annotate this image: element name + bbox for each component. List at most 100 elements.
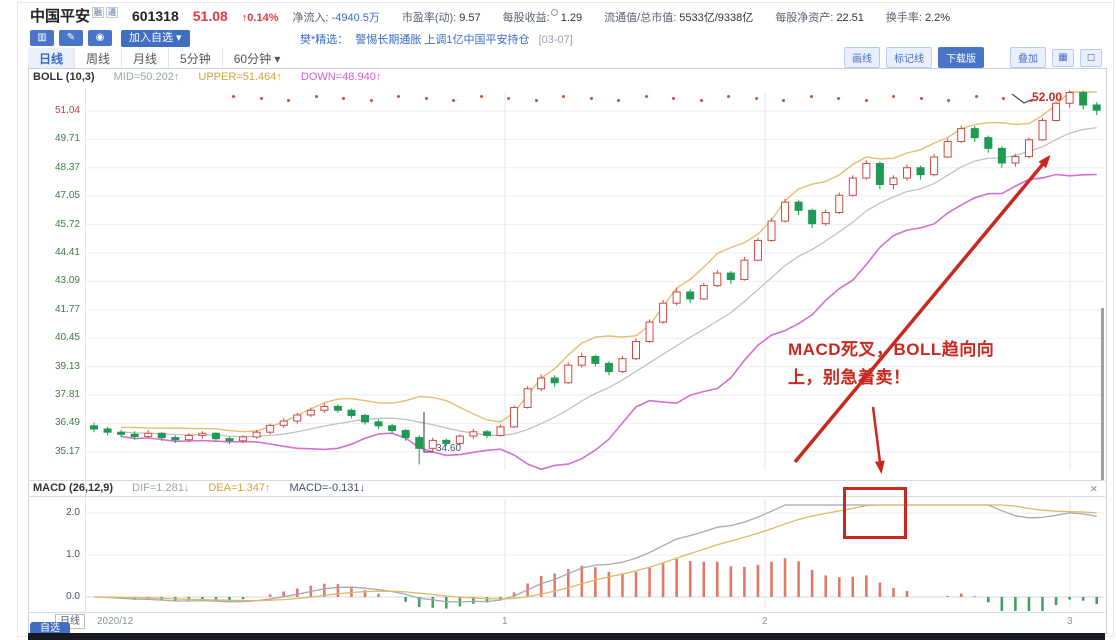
stat-item: 每股收益: 1.29 [503, 9, 582, 25]
event-marker-icon[interactable] [864, 99, 868, 102]
event-marker-icon[interactable] [974, 95, 978, 98]
macd-y-axis-label: 0.0 [66, 591, 80, 602]
event-marker-icon[interactable] [754, 97, 758, 100]
stock-header: 中国平安融通 601318 51.08 ↑0.14% 净流入: -4940.5万 市… [30, 5, 1105, 25]
fullscreen-icon[interactable]: ◻ [1080, 48, 1102, 67]
event-marker-icon[interactable] [534, 99, 538, 102]
draw-icon[interactable]: ✎ [59, 30, 83, 46]
tab-月线[interactable]: 月线 [121, 48, 168, 69]
macd-indicator-bar[interactable]: MACD (26,12,9) DIF=1.281↓ DEA=1.347↑ MAC… [33, 482, 365, 494]
boll-name: BOLL (10,3) [33, 71, 95, 83]
button-标记线[interactable]: 标记线 [886, 47, 932, 68]
event-marker-icon[interactable] [342, 97, 345, 100]
macd-dif-value: DIF=1.281↓ [132, 482, 190, 494]
macd-highlight-box [843, 487, 907, 539]
macd-name: MACD (26,12,9) [33, 482, 114, 494]
button-叠加[interactable]: 叠加 [1010, 47, 1046, 68]
candles-layer [90, 90, 1101, 465]
divider-main-macd [28, 480, 1105, 481]
info-sup-icon [550, 9, 558, 17]
chart-toolbar: ▥ ✎ ◉ 加入自选 ▾ [30, 29, 190, 47]
stat-item: 市盈率(动): 9.57 [402, 9, 481, 25]
event-marker-icon[interactable] [617, 99, 620, 102]
macd-dea-value: DEA=1.347↑ [208, 482, 271, 494]
news-ticker[interactable]: 樊*精选： 警惕长期通胀 上调1亿中国平安持仓 [03-07] [300, 31, 573, 47]
event-marker-icon[interactable] [287, 99, 290, 102]
stat-value: 2.2% [924, 12, 951, 24]
y-axis-label: 40.45 [54, 332, 80, 344]
stat-value: 9.57 [459, 12, 481, 24]
event-marker-icon[interactable] [699, 99, 703, 102]
price-change-percent: ↑0.14% [241, 12, 279, 24]
event-marker-icon[interactable] [589, 97, 593, 100]
stat-label: 市盈率(动): [401, 12, 457, 24]
event-marker-icon[interactable] [892, 95, 895, 98]
stat-label: 换手率: [885, 12, 922, 24]
event-marker-icon[interactable] [837, 97, 840, 100]
compare-kline-icon[interactable]: ▥ [30, 30, 54, 46]
event-marker-icon[interactable] [424, 97, 428, 100]
main-candle-chart[interactable] [86, 88, 1104, 478]
tab-周线[interactable]: 周线 [74, 48, 121, 69]
boll-indicator-bar[interactable]: BOLL (10,3) MID=50.202↑ UPPER=51.464↑ DO… [33, 71, 381, 83]
x-axis-start-date: 2020/12 [97, 616, 134, 627]
button-下载版[interactable]: 下载版 [938, 47, 984, 68]
tab-5分钟[interactable]: 5分钟 [168, 48, 222, 69]
macd-y-axis-label: 2.0 [66, 507, 80, 518]
event-marker-icon[interactable] [947, 99, 950, 102]
tab-日线[interactable]: 日线 [28, 48, 75, 69]
stat-label: 流通值/总市值: [604, 12, 677, 24]
event-marker-icon[interactable] [727, 95, 730, 98]
y-axis-label: 41.77 [54, 303, 80, 315]
close-icon[interactable]: × [1090, 481, 1098, 496]
event-marker-icon[interactable] [562, 95, 565, 98]
stat-item: 换手率: 2.2% [886, 9, 950, 25]
event-marker-icon[interactable] [232, 95, 235, 98]
x-axis-month-label: 1 [502, 616, 508, 627]
event-marker-icon[interactable] [782, 99, 785, 102]
screenshot-icon[interactable]: ◉ [88, 30, 112, 46]
chart-tool-buttons: 画线 标记线 下载版 叠加 ▦ ◻ [844, 47, 1102, 68]
event-marker-icon[interactable] [452, 99, 455, 102]
news-source: 樊*精选： [300, 34, 349, 46]
event-marker-icon[interactable] [809, 95, 813, 98]
stat-item: 每股净资产: 22.51 [775, 9, 864, 25]
y-axis-label: 51.04 [54, 105, 80, 116]
y-axis-label: 49.71 [54, 133, 80, 145]
button-画线[interactable]: 画线 [844, 47, 880, 68]
event-marker-icon[interactable] [919, 97, 923, 100]
macd-y-axis-label: 1.0 [66, 549, 80, 560]
event-marker-icon[interactable] [259, 97, 263, 100]
event-marker-icon[interactable] [479, 95, 483, 98]
margin-flag-icon: 融 [92, 7, 105, 18]
y-axis-label: 37.81 [54, 389, 80, 400]
news-headline[interactable]: 警惕长期通胀 上调1亿中国平安持仓 [355, 34, 530, 46]
event-marker-icon[interactable] [397, 95, 400, 98]
event-marker-icon[interactable] [314, 95, 318, 98]
stat-value: 22.51 [836, 12, 864, 24]
stat-item: 净流入: -4940.5万 [292, 9, 379, 25]
chart-scrollbar[interactable] [1101, 308, 1104, 480]
y-axis-label: 44.41 [54, 247, 80, 258]
y-axis-label: 43.09 [54, 275, 80, 287]
event-marker-icon[interactable] [644, 95, 648, 98]
event-marker-icon[interactable] [507, 97, 510, 100]
event-marker-icon[interactable] [1002, 97, 1005, 100]
macd-chart[interactable] [86, 497, 1104, 611]
low-price-label: 34.60 [436, 443, 462, 454]
y-axis-gutter-line [85, 88, 86, 612]
event-marker-icon[interactable] [672, 97, 675, 100]
margin-flag-icon: 通 [106, 7, 119, 18]
bottom-quick-tab[interactable]: 自选 [30, 622, 70, 636]
event-marker-icon[interactable] [369, 99, 373, 102]
y-axis-label: 47.05 [54, 190, 80, 202]
last-price: 51.08 [192, 8, 228, 24]
tab-60分钟 ▾[interactable]: 60分钟 ▾ [221, 48, 292, 69]
x-axis-month-label: 3 [1067, 616, 1073, 627]
news-date: [03-07] [538, 34, 573, 46]
add-watchlist-button[interactable]: 加入自选 ▾ [121, 29, 190, 47]
grid-settings-icon[interactable]: ▦ [1052, 48, 1074, 67]
y-axis-label: 36.49 [54, 417, 80, 429]
price-annotation-label: 52.00 [1032, 90, 1063, 104]
